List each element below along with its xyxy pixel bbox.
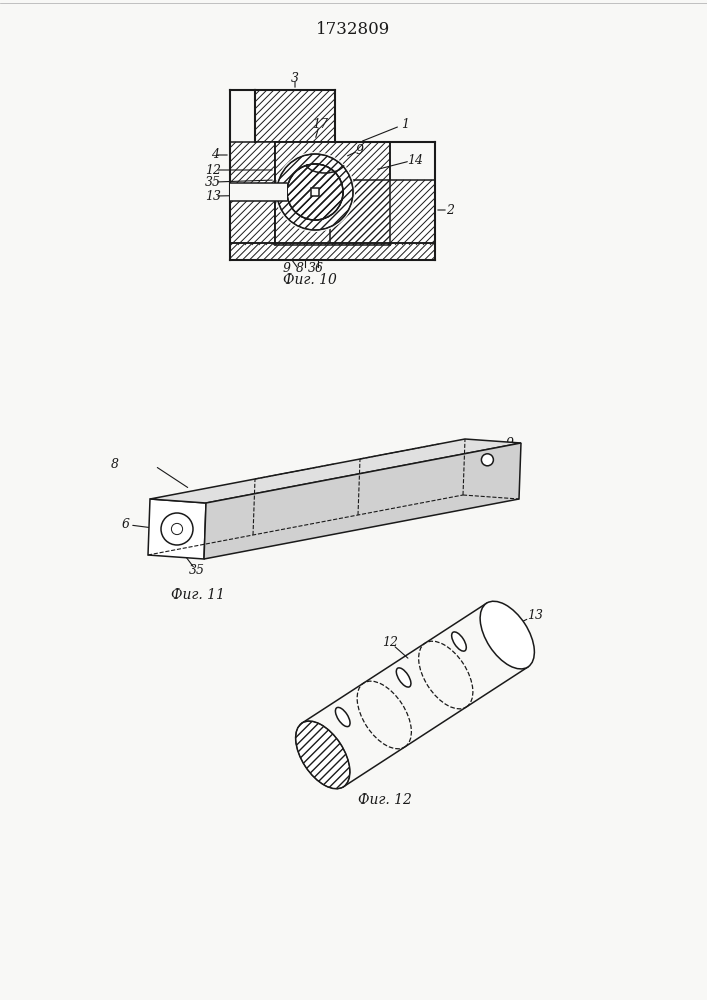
- Text: 17: 17: [312, 118, 328, 131]
- Text: 3: 3: [291, 72, 299, 85]
- Circle shape: [481, 454, 493, 466]
- Polygon shape: [230, 142, 275, 245]
- Polygon shape: [330, 180, 435, 245]
- Text: 1: 1: [401, 117, 409, 130]
- Text: 2: 2: [446, 204, 454, 217]
- Bar: [311, 188, 319, 196]
- Circle shape: [275, 152, 355, 232]
- Text: 12: 12: [382, 637, 398, 650]
- Text: 9: 9: [356, 143, 364, 156]
- Text: 1732809: 1732809: [316, 21, 390, 38]
- Circle shape: [287, 164, 343, 220]
- Polygon shape: [255, 90, 335, 142]
- Circle shape: [287, 164, 343, 220]
- Circle shape: [287, 164, 343, 220]
- Ellipse shape: [296, 721, 350, 789]
- Polygon shape: [148, 499, 206, 559]
- Text: 12: 12: [205, 163, 221, 176]
- Text: 9: 9: [506, 437, 513, 450]
- Polygon shape: [230, 243, 435, 260]
- Text: 36: 36: [308, 261, 324, 274]
- Text: 13: 13: [527, 609, 543, 622]
- Text: 9: 9: [283, 261, 291, 274]
- Text: Фиг. 11: Фиг. 11: [171, 588, 225, 602]
- Ellipse shape: [452, 632, 467, 651]
- Text: Фиг. 12: Фиг. 12: [358, 793, 412, 807]
- Circle shape: [171, 523, 182, 535]
- Polygon shape: [204, 443, 521, 559]
- Bar: [230, 183, 287, 201]
- Ellipse shape: [397, 668, 411, 687]
- Text: 4: 4: [211, 148, 219, 161]
- Text: 8: 8: [111, 458, 119, 471]
- Text: 6: 6: [122, 518, 130, 532]
- Text: 14: 14: [407, 153, 423, 166]
- Text: 35: 35: [189, 564, 205, 578]
- Polygon shape: [150, 439, 521, 503]
- Text: 13: 13: [205, 190, 221, 202]
- Ellipse shape: [335, 707, 350, 727]
- Polygon shape: [275, 142, 390, 245]
- Text: Фиг. 10: Фиг. 10: [283, 273, 337, 287]
- Circle shape: [277, 154, 353, 230]
- Text: 8: 8: [296, 261, 304, 274]
- Text: 35: 35: [205, 176, 221, 188]
- Circle shape: [161, 513, 193, 545]
- Ellipse shape: [480, 601, 534, 669]
